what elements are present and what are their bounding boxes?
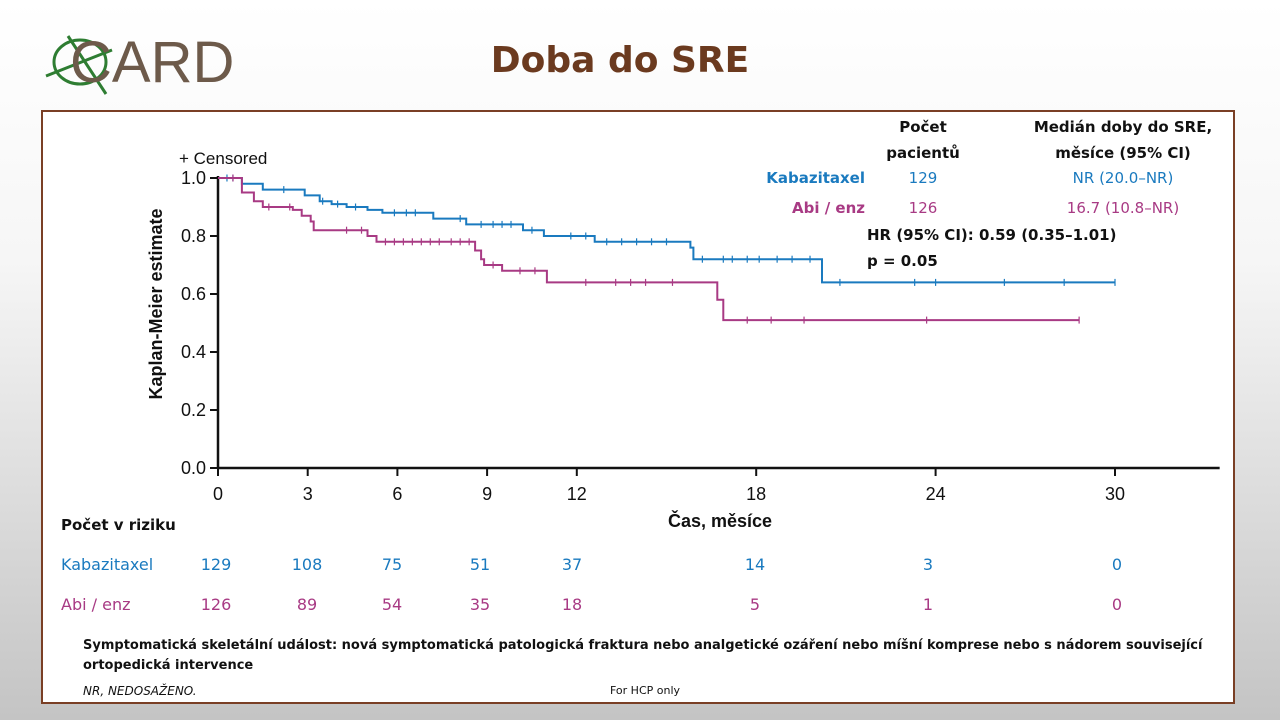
x-tick-label: 3 [303, 484, 313, 504]
footnote: Symptomatická skeletální událost: nová s… [83, 636, 1223, 676]
x-tick-label: 24 [926, 484, 946, 504]
logo-swirl-icon [52, 38, 108, 86]
header-patients: Počet pacientů [863, 114, 983, 166]
censored-label: + Censored [179, 149, 268, 168]
x-tick-label: 30 [1105, 484, 1125, 504]
risk-cell: 35 [469, 595, 491, 614]
risk-cell: 5 [749, 595, 761, 614]
risk-cell: 0 [1111, 555, 1123, 574]
legend-name-kabazitaxel: Kabazitaxel [766, 169, 865, 187]
legend-patients-abienz: 126 [908, 199, 938, 217]
x-tick-label: 0 [213, 484, 223, 504]
risk-cell: 51 [469, 555, 491, 574]
risk-cell: 89 [296, 595, 318, 614]
y-tick-label: 0.0 [181, 458, 206, 478]
risk-cell: 14 [744, 555, 766, 574]
risk-cell: 37 [561, 555, 583, 574]
legend-name-abienz: Abi / enz [792, 199, 865, 217]
series-layer [218, 174, 1116, 324]
risk-cell: 108 [291, 555, 323, 574]
footnote-line1: Symptomatická skeletální událost: nová s… [83, 638, 1203, 653]
y-axis-label: Kaplan-Meier estimate [146, 208, 166, 399]
risk-cell: 18 [561, 595, 583, 614]
series-line-1 [218, 177, 1080, 322]
risk-cell: 54 [381, 595, 403, 614]
nr-note: NR, NEDOSAŽENO. [83, 684, 197, 698]
header-median: Medián doby do SRE, měsíce (95% CI) [1013, 114, 1233, 166]
footnote-line2: ortopedická intervence [83, 658, 254, 673]
logo-text: CARD [70, 30, 234, 95]
card-logo: CARD [44, 28, 234, 100]
x-axis-label: Čas, měsíce [668, 510, 772, 531]
risk-cell: 0 [1111, 595, 1123, 614]
risk-cell: 3 [922, 555, 934, 574]
slide-title: Doba do SRE [490, 40, 750, 81]
p-value-text: p = 0.05 [867, 252, 938, 270]
legend-median-abienz: 16.7 (10.8–NR) [1066, 199, 1180, 217]
y-tick-label: 0.6 [181, 284, 206, 304]
risk-cell: 129 [200, 555, 232, 574]
risk-cell: 75 [381, 555, 403, 574]
header-patients-line2: pacientů [886, 144, 960, 162]
risk-cell: 126 [200, 595, 232, 614]
x-tick-label: 6 [392, 484, 402, 504]
header-median-line1: Medián doby do SRE, [1033, 118, 1213, 136]
hcp-note: For HCP only [610, 684, 681, 697]
y-tick-label: 0.4 [181, 342, 206, 362]
risk-title: Počet v riziku [61, 516, 176, 534]
x-tick-label: 12 [567, 484, 587, 504]
km-chart: 0 3 6 9 12 18 24 30 0.0 0.2 0.4 0.6 0.8 1.0 Kaplan-Me… [146, 168, 1220, 531]
chart-axes: 0 3 6 9 12 18 24 30 0.0 0.2 0.4 0.6 0.8 1.0 [181, 168, 1220, 504]
legend-median-kabazitaxel: NR (20.0–NR) [1072, 169, 1174, 187]
y-tick-label: 0.2 [181, 400, 206, 420]
x-tick-label: 9 [482, 484, 492, 504]
risk-row-label: Abi / enz [61, 595, 131, 614]
legend-patients-kabazitaxel: 129 [908, 169, 938, 187]
risk-row-label: Kabazitaxel [61, 555, 154, 574]
series-line-0 [218, 177, 1115, 284]
risk-cell: 1 [922, 595, 934, 614]
y-tick-label: 0.8 [181, 226, 206, 246]
hr-text: HR (95% CI): 0.59 (0.35–1.01) [867, 226, 1117, 244]
header-patients-line1: Počet [899, 118, 947, 136]
chart-panel: 0 3 6 9 12 18 24 30 0.0 0.2 0.4 0.6 0.8 1.0 Kaplan-Me… [41, 110, 1235, 704]
header-median-line2: měsíce (95% CI) [1055, 144, 1191, 162]
y-tick-label: 1.0 [181, 168, 206, 188]
x-tick-label: 18 [746, 484, 766, 504]
